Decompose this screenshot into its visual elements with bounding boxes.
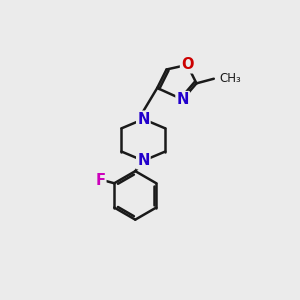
Text: N: N — [137, 112, 149, 127]
Text: O: O — [181, 57, 194, 72]
Text: F: F — [95, 173, 105, 188]
Text: N: N — [176, 92, 189, 107]
Text: CH₃: CH₃ — [219, 72, 241, 85]
Text: N: N — [137, 153, 149, 168]
